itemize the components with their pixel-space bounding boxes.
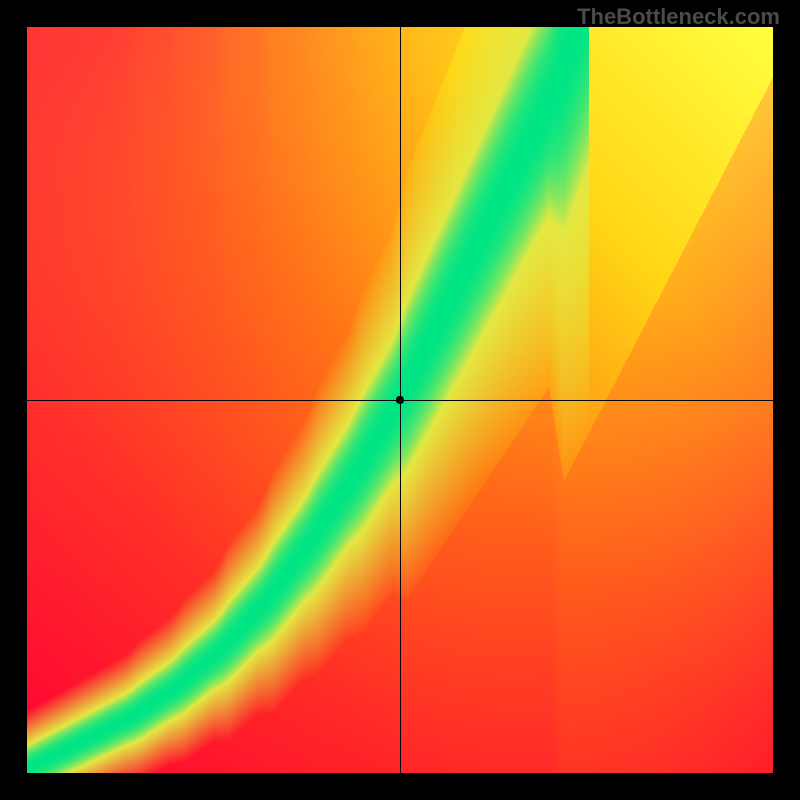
bottleneck-heatmap	[27, 27, 773, 773]
chart-container: TheBottleneck.com	[0, 0, 800, 800]
watermark-text: TheBottleneck.com	[577, 4, 780, 30]
